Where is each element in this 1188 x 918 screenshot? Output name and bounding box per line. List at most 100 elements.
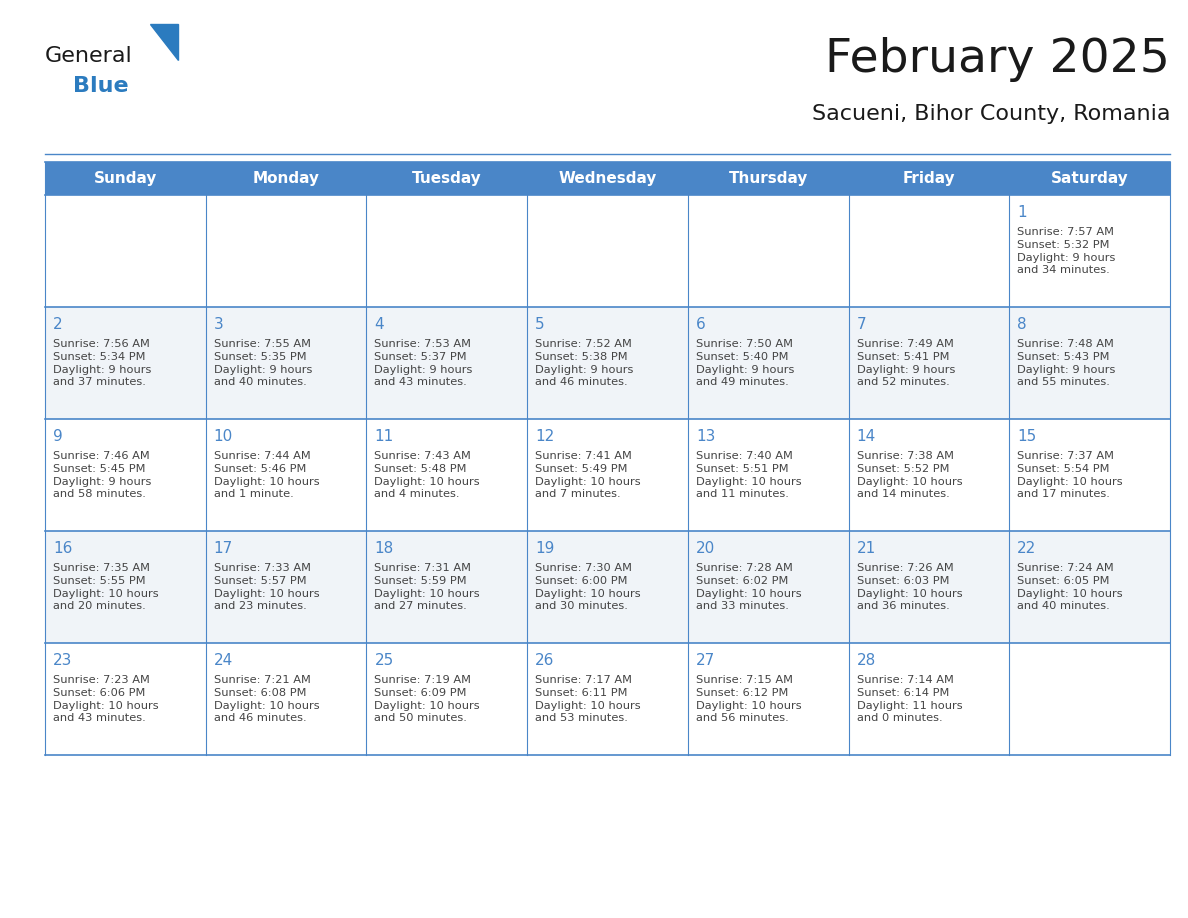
Bar <box>1010 531 1170 643</box>
Bar <box>45 419 206 531</box>
Bar <box>366 643 527 755</box>
Bar <box>366 419 527 531</box>
Text: 18: 18 <box>374 541 393 556</box>
Text: Sunrise: 7:37 AM
Sunset: 5:54 PM
Daylight: 10 hours
and 17 minutes.: Sunrise: 7:37 AM Sunset: 5:54 PM Dayligh… <box>1017 451 1123 499</box>
Bar <box>688 531 848 643</box>
Text: Sunday: Sunday <box>94 171 157 186</box>
Text: 7: 7 <box>857 317 866 332</box>
Bar <box>366 531 527 643</box>
Text: Sunrise: 7:24 AM
Sunset: 6:05 PM
Daylight: 10 hours
and 40 minutes.: Sunrise: 7:24 AM Sunset: 6:05 PM Dayligh… <box>1017 563 1123 611</box>
Bar <box>688 195 848 307</box>
Text: 11: 11 <box>374 429 393 444</box>
Bar <box>206 419 366 531</box>
Text: 28: 28 <box>857 653 876 668</box>
Text: Sunrise: 7:26 AM
Sunset: 6:03 PM
Daylight: 10 hours
and 36 minutes.: Sunrise: 7:26 AM Sunset: 6:03 PM Dayligh… <box>857 563 962 611</box>
Text: 5: 5 <box>535 317 545 332</box>
Text: Sunrise: 7:44 AM
Sunset: 5:46 PM
Daylight: 10 hours
and 1 minute.: Sunrise: 7:44 AM Sunset: 5:46 PM Dayligh… <box>214 451 320 499</box>
Text: 19: 19 <box>535 541 555 556</box>
Bar <box>45 195 206 307</box>
Bar <box>688 307 848 419</box>
Text: Sunrise: 7:55 AM
Sunset: 5:35 PM
Daylight: 9 hours
and 40 minutes.: Sunrise: 7:55 AM Sunset: 5:35 PM Dayligh… <box>214 339 312 387</box>
Bar <box>848 531 1010 643</box>
Text: Sunrise: 7:21 AM
Sunset: 6:08 PM
Daylight: 10 hours
and 46 minutes.: Sunrise: 7:21 AM Sunset: 6:08 PM Dayligh… <box>214 675 320 723</box>
Text: 23: 23 <box>53 653 72 668</box>
Text: 20: 20 <box>696 541 715 556</box>
Bar <box>527 531 688 643</box>
Text: Friday: Friday <box>903 171 955 186</box>
Text: Sunrise: 7:33 AM
Sunset: 5:57 PM
Daylight: 10 hours
and 23 minutes.: Sunrise: 7:33 AM Sunset: 5:57 PM Dayligh… <box>214 563 320 611</box>
Text: Sunrise: 7:53 AM
Sunset: 5:37 PM
Daylight: 9 hours
and 43 minutes.: Sunrise: 7:53 AM Sunset: 5:37 PM Dayligh… <box>374 339 473 387</box>
Bar <box>45 162 1170 195</box>
Text: Sunrise: 7:15 AM
Sunset: 6:12 PM
Daylight: 10 hours
and 56 minutes.: Sunrise: 7:15 AM Sunset: 6:12 PM Dayligh… <box>696 675 802 723</box>
Bar <box>1010 643 1170 755</box>
Text: 22: 22 <box>1017 541 1037 556</box>
Text: 27: 27 <box>696 653 715 668</box>
Text: Thursday: Thursday <box>728 171 808 186</box>
Bar <box>848 643 1010 755</box>
Bar <box>206 643 366 755</box>
Text: 3: 3 <box>214 317 223 332</box>
Text: Sacueni, Bihor County, Romania: Sacueni, Bihor County, Romania <box>811 104 1170 124</box>
Text: Sunrise: 7:17 AM
Sunset: 6:11 PM
Daylight: 10 hours
and 53 minutes.: Sunrise: 7:17 AM Sunset: 6:11 PM Dayligh… <box>535 675 640 723</box>
Text: Sunrise: 7:31 AM
Sunset: 5:59 PM
Daylight: 10 hours
and 27 minutes.: Sunrise: 7:31 AM Sunset: 5:59 PM Dayligh… <box>374 563 480 611</box>
Bar <box>1010 195 1170 307</box>
Bar <box>848 195 1010 307</box>
Bar <box>1010 307 1170 419</box>
Text: Saturday: Saturday <box>1050 171 1129 186</box>
Text: 15: 15 <box>1017 429 1037 444</box>
Text: General: General <box>45 46 133 66</box>
Bar <box>206 307 366 419</box>
Text: Sunrise: 7:52 AM
Sunset: 5:38 PM
Daylight: 9 hours
and 46 minutes.: Sunrise: 7:52 AM Sunset: 5:38 PM Dayligh… <box>535 339 633 387</box>
Bar <box>527 643 688 755</box>
Polygon shape <box>150 24 178 60</box>
Text: Sunrise: 7:46 AM
Sunset: 5:45 PM
Daylight: 9 hours
and 58 minutes.: Sunrise: 7:46 AM Sunset: 5:45 PM Dayligh… <box>53 451 151 499</box>
Text: Blue: Blue <box>72 76 128 96</box>
Bar <box>366 195 527 307</box>
Text: Sunrise: 7:49 AM
Sunset: 5:41 PM
Daylight: 9 hours
and 52 minutes.: Sunrise: 7:49 AM Sunset: 5:41 PM Dayligh… <box>857 339 955 387</box>
Text: 6: 6 <box>696 317 706 332</box>
Bar <box>688 419 848 531</box>
Text: 8: 8 <box>1017 317 1026 332</box>
Text: 13: 13 <box>696 429 715 444</box>
Text: Monday: Monday <box>253 171 320 186</box>
Text: Sunrise: 7:38 AM
Sunset: 5:52 PM
Daylight: 10 hours
and 14 minutes.: Sunrise: 7:38 AM Sunset: 5:52 PM Dayligh… <box>857 451 962 499</box>
Text: Sunrise: 7:56 AM
Sunset: 5:34 PM
Daylight: 9 hours
and 37 minutes.: Sunrise: 7:56 AM Sunset: 5:34 PM Dayligh… <box>53 339 151 387</box>
Text: 26: 26 <box>535 653 555 668</box>
Text: Sunrise: 7:40 AM
Sunset: 5:51 PM
Daylight: 10 hours
and 11 minutes.: Sunrise: 7:40 AM Sunset: 5:51 PM Dayligh… <box>696 451 802 499</box>
Text: 4: 4 <box>374 317 384 332</box>
Bar <box>45 531 206 643</box>
Text: Sunrise: 7:41 AM
Sunset: 5:49 PM
Daylight: 10 hours
and 7 minutes.: Sunrise: 7:41 AM Sunset: 5:49 PM Dayligh… <box>535 451 640 499</box>
Text: Sunrise: 7:28 AM
Sunset: 6:02 PM
Daylight: 10 hours
and 33 minutes.: Sunrise: 7:28 AM Sunset: 6:02 PM Dayligh… <box>696 563 802 611</box>
Text: Sunrise: 7:50 AM
Sunset: 5:40 PM
Daylight: 9 hours
and 49 minutes.: Sunrise: 7:50 AM Sunset: 5:40 PM Dayligh… <box>696 339 795 387</box>
Bar <box>206 531 366 643</box>
Text: Tuesday: Tuesday <box>412 171 481 186</box>
Bar <box>848 307 1010 419</box>
Bar <box>688 643 848 755</box>
Bar <box>45 643 206 755</box>
Text: 12: 12 <box>535 429 555 444</box>
Text: 24: 24 <box>214 653 233 668</box>
Text: Sunrise: 7:14 AM
Sunset: 6:14 PM
Daylight: 11 hours
and 0 minutes.: Sunrise: 7:14 AM Sunset: 6:14 PM Dayligh… <box>857 675 962 723</box>
Text: Sunrise: 7:19 AM
Sunset: 6:09 PM
Daylight: 10 hours
and 50 minutes.: Sunrise: 7:19 AM Sunset: 6:09 PM Dayligh… <box>374 675 480 723</box>
Text: Sunrise: 7:23 AM
Sunset: 6:06 PM
Daylight: 10 hours
and 43 minutes.: Sunrise: 7:23 AM Sunset: 6:06 PM Dayligh… <box>53 675 159 723</box>
Text: Sunrise: 7:43 AM
Sunset: 5:48 PM
Daylight: 10 hours
and 4 minutes.: Sunrise: 7:43 AM Sunset: 5:48 PM Dayligh… <box>374 451 480 499</box>
Text: 17: 17 <box>214 541 233 556</box>
Bar <box>206 195 366 307</box>
Bar <box>848 419 1010 531</box>
Text: 9: 9 <box>53 429 63 444</box>
Text: 10: 10 <box>214 429 233 444</box>
Bar <box>527 419 688 531</box>
Text: 25: 25 <box>374 653 393 668</box>
Text: Sunrise: 7:30 AM
Sunset: 6:00 PM
Daylight: 10 hours
and 30 minutes.: Sunrise: 7:30 AM Sunset: 6:00 PM Dayligh… <box>535 563 640 611</box>
Text: 1: 1 <box>1017 205 1026 220</box>
Text: Sunrise: 7:35 AM
Sunset: 5:55 PM
Daylight: 10 hours
and 20 minutes.: Sunrise: 7:35 AM Sunset: 5:55 PM Dayligh… <box>53 563 159 611</box>
Text: 21: 21 <box>857 541 876 556</box>
Bar <box>366 307 527 419</box>
Bar <box>1010 419 1170 531</box>
Text: 14: 14 <box>857 429 876 444</box>
Text: Sunrise: 7:48 AM
Sunset: 5:43 PM
Daylight: 9 hours
and 55 minutes.: Sunrise: 7:48 AM Sunset: 5:43 PM Dayligh… <box>1017 339 1116 387</box>
Bar <box>527 307 688 419</box>
Text: Wednesday: Wednesday <box>558 171 657 186</box>
Text: February 2025: February 2025 <box>826 37 1170 82</box>
Bar <box>45 307 206 419</box>
